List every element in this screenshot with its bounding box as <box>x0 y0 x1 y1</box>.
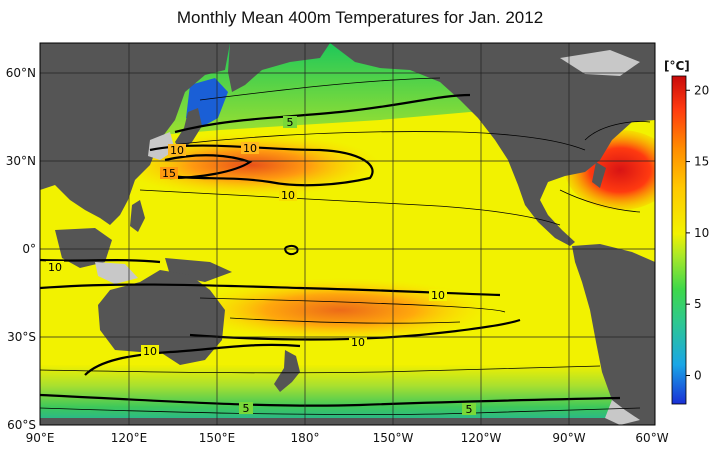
contour-label: 10 <box>143 345 157 358</box>
lon-label: 90°W <box>552 431 585 445</box>
colorbar-tick-label: 5 <box>694 297 702 311</box>
lat-label: 60°S <box>7 418 36 432</box>
lon-label: 120°W <box>461 431 502 445</box>
contour-label: 5 <box>287 116 294 129</box>
contour-label: 10 <box>170 144 184 157</box>
lat-label: 30°S <box>7 330 36 344</box>
contour-label: 10 <box>351 336 365 349</box>
land-masses <box>40 43 655 425</box>
lon-label: 60°W <box>635 431 668 445</box>
lon-label: 150°E <box>199 431 236 445</box>
colorbar-ramp <box>671 75 687 405</box>
longitude-labels: 90°E 120°E 150°E 180° 150°W 120°W 90°W 6… <box>26 431 669 445</box>
colorbar-ticks: 0 5 10 15 20 <box>686 83 709 382</box>
lat-label: 60°N <box>6 66 36 80</box>
contour-15-north <box>164 154 253 180</box>
colorbar-tick-label: 15 <box>694 155 709 169</box>
contour-label-group: 5 10 10 15 10 10 10 10 5 5 10 <box>46 116 476 416</box>
graticule <box>40 43 655 425</box>
contour-5-north <box>174 93 471 134</box>
colorbar-tick-label: 0 <box>694 368 702 382</box>
lon-label: 120°E <box>111 431 148 445</box>
contour-5-south <box>40 393 621 407</box>
map-body: 5 10 10 15 10 10 10 10 5 5 10 <box>40 43 655 425</box>
map-frame <box>39 42 656 426</box>
contour-10-equator-loop <box>284 244 299 256</box>
map-title: Monthly Mean 400m Temperatures for Jan. … <box>176 8 544 27</box>
latitude-labels: 60°N 30°N 0° 30°S 60°S <box>6 66 36 432</box>
lat-label: 30°N <box>6 154 36 168</box>
lon-label: 90°E <box>26 431 55 445</box>
lat-label: 0° <box>22 242 36 256</box>
colorbar-tick-label: 10 <box>694 226 709 240</box>
contour-10-west <box>40 258 161 264</box>
colorbar-unit: [°C] <box>664 59 690 73</box>
lon-label: 150°W <box>373 431 414 445</box>
colorbar-tick-label: 20 <box>694 83 709 97</box>
contour-10-southwest <box>84 343 301 376</box>
southern-ocean-band <box>40 365 655 425</box>
contour-label: 10 <box>281 189 295 202</box>
southwest-warm-gyre <box>190 278 490 342</box>
contour-label: 10 <box>243 142 257 155</box>
lon-label: 180° <box>291 431 320 445</box>
contour-label: 5 <box>466 403 473 416</box>
colorbar: [°C] 0 5 10 15 20 <box>664 59 709 405</box>
contour-label: 15 <box>162 167 176 180</box>
contour-label: 10 <box>431 289 445 302</box>
contour-label: 5 <box>243 402 250 415</box>
contour-label: 10 <box>48 261 62 274</box>
